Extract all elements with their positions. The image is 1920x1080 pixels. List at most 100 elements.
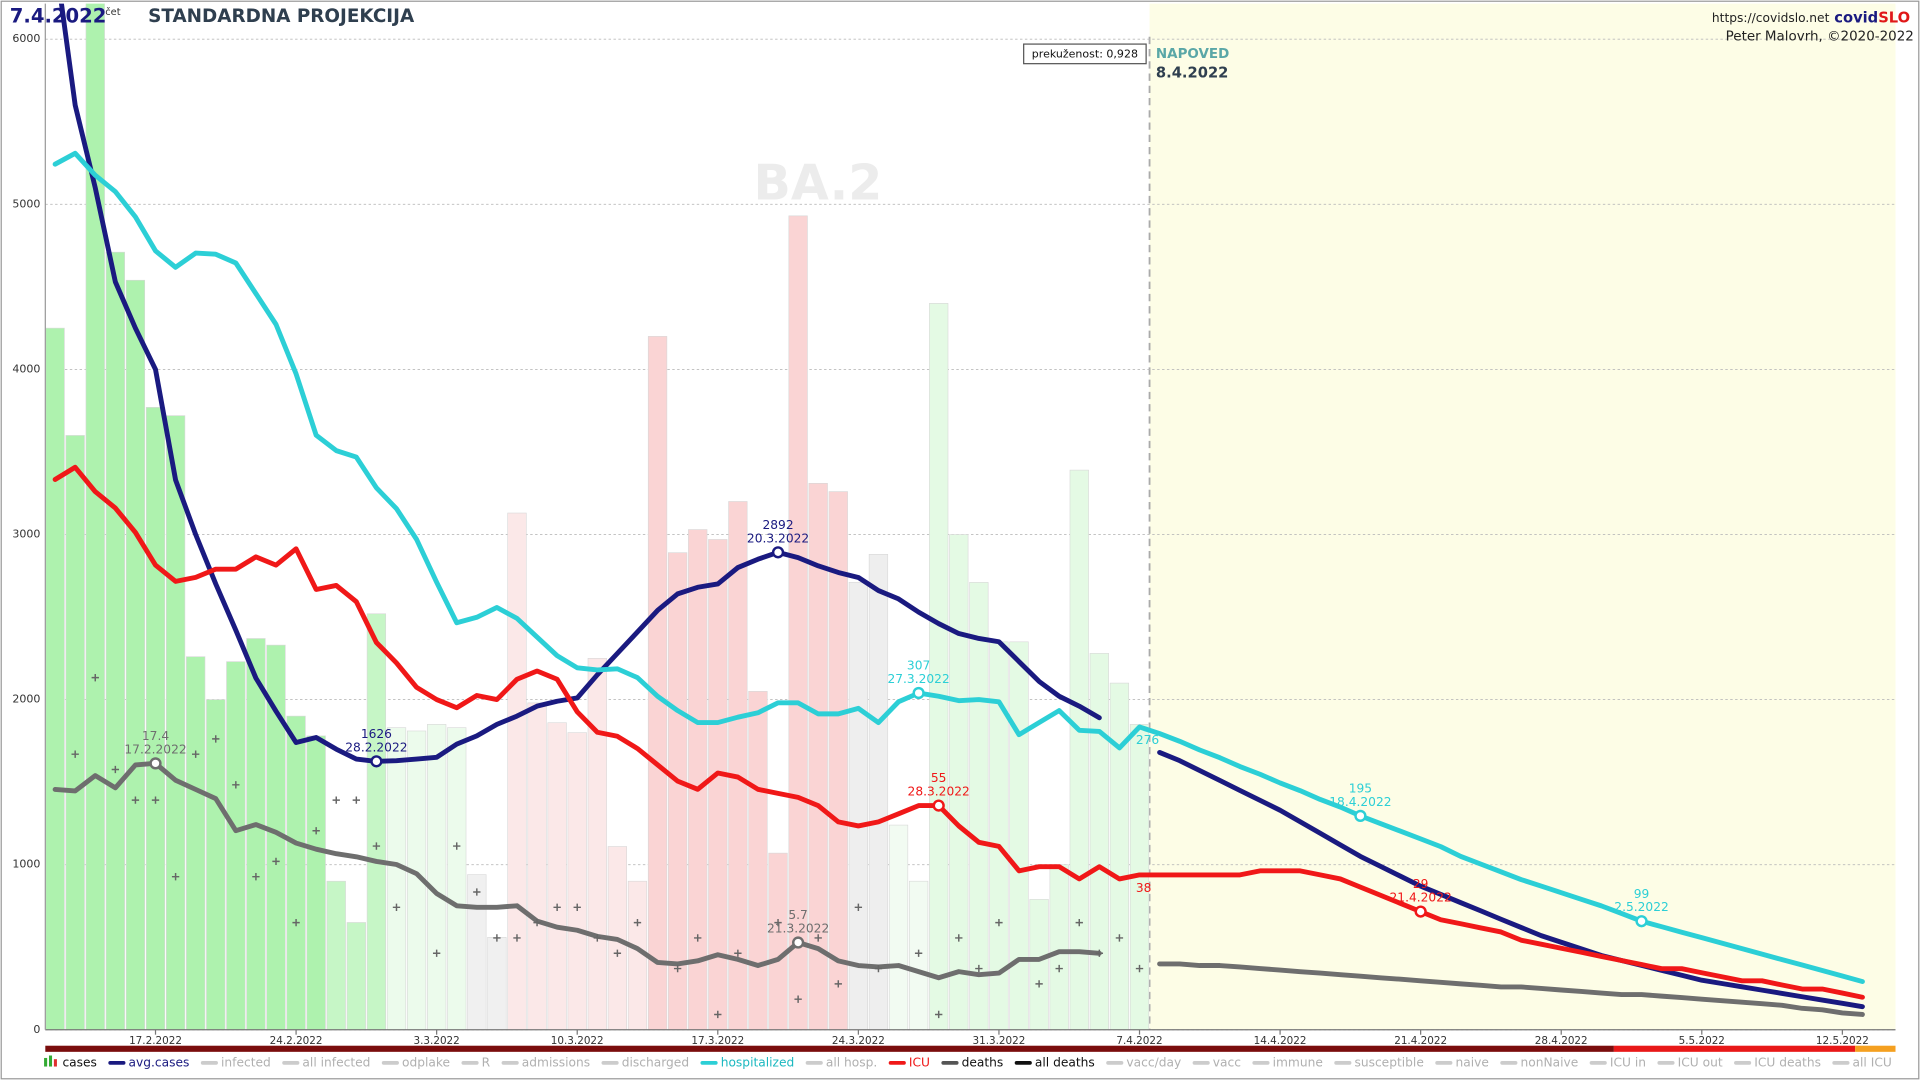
legend-label: ICU deaths — [1754, 1055, 1821, 1069]
daily-marker — [151, 796, 160, 804]
bar — [125, 279, 146, 1030]
bar — [226, 661, 246, 1030]
daily-marker — [975, 964, 983, 973]
point-value-label: 5.7 — [788, 908, 807, 922]
immunity-note: prekuženost: 0,928 — [1032, 47, 1138, 60]
bar — [949, 534, 969, 1030]
legend-label: naive — [1455, 1055, 1488, 1069]
forecast-label: NAPOVED — [1156, 47, 1229, 62]
daily-marker — [131, 796, 140, 804]
bar — [507, 512, 527, 1030]
brand-b: SLO — [1878, 9, 1910, 26]
daily-marker — [834, 980, 842, 988]
x-tick-label: 31.3.2022 — [972, 1035, 1025, 1047]
bar — [326, 880, 346, 1030]
bar — [1009, 641, 1029, 1030]
point-marker — [1354, 809, 1367, 822]
daily-marker — [1035, 980, 1043, 988]
legend-label: vacc — [1213, 1055, 1241, 1069]
bar — [828, 491, 848, 1030]
forecast-date: 8.4.2022 — [1156, 64, 1228, 81]
bar — [145, 407, 166, 1030]
series-line — [52, 464, 1865, 1000]
bar — [868, 553, 889, 1030]
legend-icon — [53, 1059, 57, 1067]
point-value-label: 55 — [931, 771, 947, 785]
bar — [728, 501, 748, 1030]
y-tick-label: 2000 — [12, 693, 40, 706]
legend-label: avg.cases — [129, 1055, 190, 1069]
point-marker — [791, 936, 805, 949]
daily-marker — [553, 903, 561, 911]
bar — [708, 539, 728, 1030]
point-value-label: 307 — [907, 659, 930, 673]
timeline-strip — [45, 1045, 1896, 1052]
point-value-label: 195 — [1349, 781, 1372, 795]
bar — [547, 722, 567, 1030]
point-date-label: 21.4.2022 — [1390, 891, 1452, 905]
bar — [1089, 653, 1109, 1030]
bar — [1109, 682, 1130, 1030]
last-value-label: 38 — [1136, 881, 1152, 895]
daily-marker — [573, 903, 581, 911]
bar — [105, 251, 125, 1030]
bar — [567, 732, 587, 1030]
x-tick-label: 10.3.2022 — [551, 1035, 604, 1047]
legend-label: all deaths — [1035, 1055, 1095, 1069]
y-tick-label: 4000 — [12, 362, 40, 375]
series-line — [52, 150, 1865, 985]
point-marker — [1414, 905, 1427, 918]
daily-marker — [91, 673, 99, 682]
strip-segment — [45, 1045, 1614, 1052]
x-tick-label: 17.2.2022 — [129, 1035, 182, 1047]
daily-marker — [292, 918, 300, 927]
point-date-label: 28.3.2022 — [908, 785, 970, 799]
bar — [65, 435, 85, 1030]
daily-marker — [71, 750, 79, 758]
series-line — [58, 3, 1865, 1010]
point-date-label: 18.4.2022 — [1329, 795, 1391, 809]
legend-icon — [44, 1057, 48, 1067]
bar — [1029, 899, 1049, 1030]
x-tick-label: 21.4.2022 — [1394, 1035, 1447, 1047]
daily-marker — [734, 949, 742, 957]
daily-marker — [212, 735, 220, 743]
daily-marker — [1115, 934, 1124, 942]
brand-a: covid — [1834, 9, 1878, 26]
bar — [688, 529, 708, 1030]
legend-label: odplake — [402, 1055, 450, 1069]
y-tick-label: 5000 — [12, 197, 40, 210]
daily-marker — [1075, 918, 1083, 927]
daily-marker — [192, 750, 200, 758]
daily-marker — [1135, 964, 1144, 973]
daily-marker — [613, 949, 622, 957]
last-value-label: 276 — [1136, 733, 1160, 747]
daily-marker — [432, 949, 441, 957]
daily-marker — [171, 873, 180, 881]
point-marker — [149, 757, 162, 770]
point-marker — [912, 686, 925, 700]
daily-marker — [352, 796, 360, 804]
legend-label: infected — [221, 1055, 271, 1069]
y-tick-label: 0 — [33, 1023, 40, 1036]
x-tick-label: 24.3.2022 — [832, 1035, 885, 1047]
bar — [748, 691, 768, 1030]
daily-marker — [694, 934, 702, 942]
strip-segment — [1855, 1045, 1896, 1052]
daily-marker — [714, 1010, 722, 1019]
x-tick-label: 17.3.2022 — [691, 1035, 744, 1047]
daily-marker — [874, 964, 883, 973]
daily-marker — [1055, 964, 1063, 973]
daily-marker — [854, 903, 863, 911]
daily-marker — [272, 857, 280, 866]
legend-label: ICU in — [1610, 1055, 1646, 1069]
bar — [306, 735, 326, 1030]
bar — [206, 699, 226, 1030]
daily-marker — [332, 796, 340, 804]
legend-label: all infected — [302, 1055, 370, 1069]
daily-marker — [955, 934, 963, 942]
x-tick-label: 28.4.2022 — [1535, 1035, 1588, 1047]
bar — [346, 922, 366, 1030]
